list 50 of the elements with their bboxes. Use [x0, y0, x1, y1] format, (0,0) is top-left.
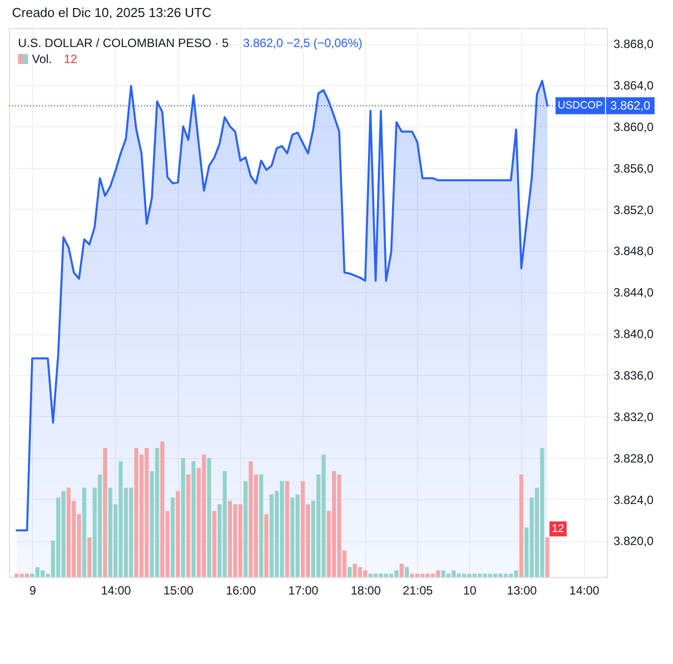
text: 12	[64, 52, 78, 66]
y-tick-label: 3.824,0	[614, 492, 654, 507]
bar	[400, 564, 404, 577]
bar	[170, 498, 175, 577]
x-tick-label: 10	[463, 584, 477, 598]
y-tick-label: 3.844,0	[614, 286, 654, 300]
x-tick-label: 14:00	[100, 584, 132, 598]
bar	[519, 474, 524, 577]
legend-label: Vol.	[32, 52, 52, 66]
x-tick-label: 18:00	[350, 584, 382, 598]
bar	[244, 481, 248, 577]
y-tick-label: 3.864,0	[614, 78, 654, 92]
x-tick-label: 16:00	[226, 584, 256, 598]
bar	[285, 481, 290, 577]
y-tick-label: 3.840,0	[614, 327, 654, 342]
y-tick-label: 3.852,0	[614, 202, 654, 217]
data-label: 12	[552, 522, 564, 535]
bar	[103, 448, 108, 577]
series-label: USDCOP	[558, 100, 603, 112]
y-tick-label: 3.832,0	[614, 410, 654, 424]
y-tick-label: 3.856,0	[614, 161, 654, 176]
bar	[82, 488, 86, 577]
bar	[87, 537, 92, 577]
y-tick-label: 3.828,0	[614, 451, 654, 466]
bar	[259, 474, 264, 577]
y-tick-label: 3.848,0	[614, 244, 654, 258]
text: Creado el Dic 10, 2025 13:26 UTC	[12, 5, 212, 20]
bar	[545, 537, 550, 577]
bar	[181, 458, 186, 577]
text: 3.862,0 −2,5 (−0,06%)	[242, 36, 362, 50]
bar	[348, 567, 352, 577]
y-tick-label: 3.836,0	[614, 368, 654, 383]
text: U.S. DOLLAR / COLOMBIAN PESO · 5	[18, 36, 230, 50]
bar	[207, 458, 212, 577]
x-tick-label: 15:00	[163, 584, 194, 598]
y-tick-label: 3.860,0	[614, 120, 654, 134]
y-tick-label: 3.820,0	[614, 534, 654, 548]
x-tick-label: 21:05	[402, 584, 434, 598]
bar	[264, 514, 268, 577]
bar	[192, 461, 196, 577]
y-tick-label: 3.868,0	[614, 37, 654, 52]
x-tick-label: 13:00	[506, 584, 538, 598]
bar	[404, 567, 409, 577]
bar	[186, 474, 190, 577]
bar	[212, 510, 216, 577]
x-tick-label: 17:00	[288, 584, 319, 598]
x-tick-label: 14:00	[569, 584, 600, 598]
ref-line-label: 3.862,0	[610, 98, 651, 113]
x-tick-label: 9	[29, 584, 36, 598]
bar	[176, 491, 180, 577]
